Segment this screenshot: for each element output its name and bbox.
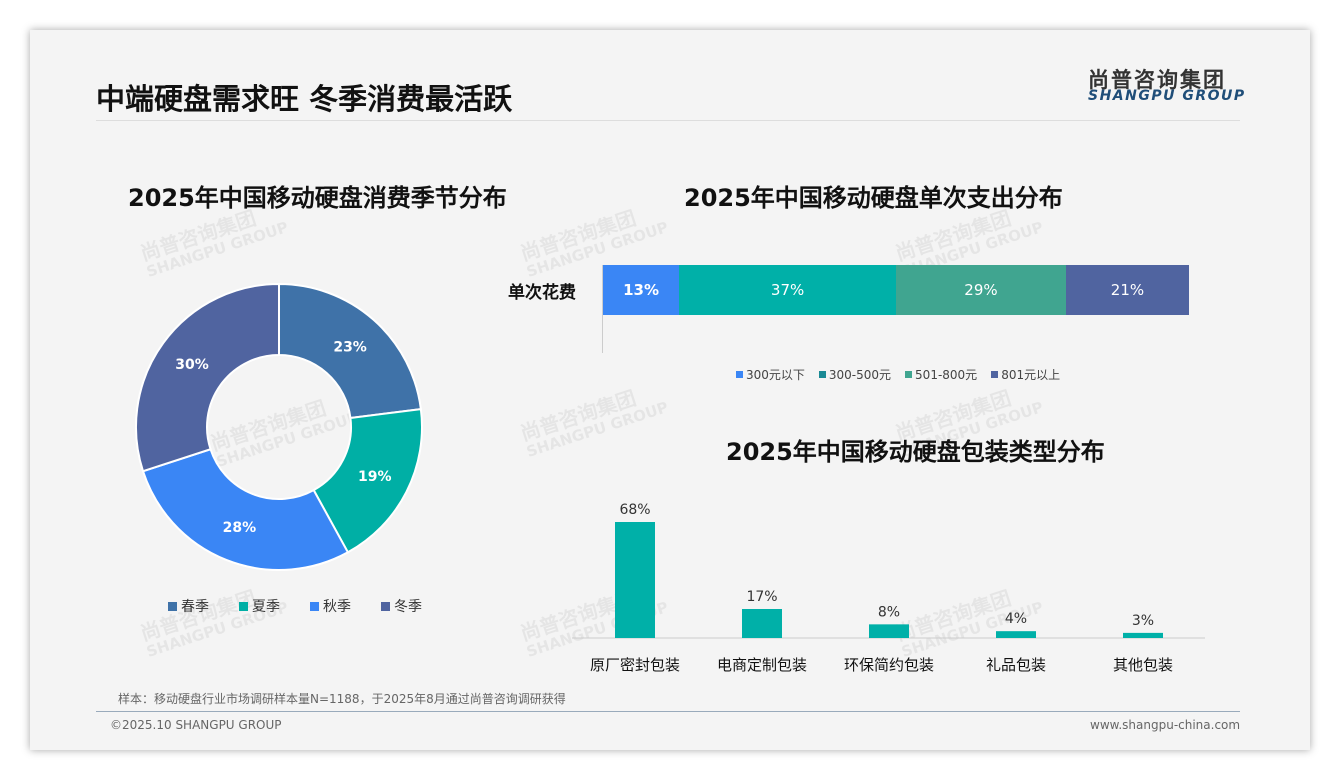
bar-value-label: 3% <box>1132 613 1154 629</box>
stacked-segment: 21% <box>1065 265 1189 315</box>
bar-category-label: 电商定制包装 <box>717 656 807 674</box>
bar-category-label: 其他包装 <box>1113 656 1173 674</box>
bar-value-label: 68% <box>619 502 650 518</box>
legend-item: 801元以上 <box>991 366 1060 383</box>
bar <box>996 631 1036 638</box>
copyright: ©2025.10 SHANGPU GROUP <box>110 718 282 732</box>
logo-en: SHANGPU GROUP <box>1088 88 1246 104</box>
donut-slice-2 <box>141 447 350 571</box>
bar-chart: 68% 原厂密封包装 17% 电商定制包装 8% 环保简约包装 4% 礼品包装 3% 其他包装 <box>572 502 1205 674</box>
bar-title: 2025年中国移动硬盘包装类型分布 <box>726 438 1105 466</box>
sample-note: 样本：移动硬盘行业市场调研样本量N=1188，于2025年8月通过尚普咨询调研获… <box>118 692 566 706</box>
legend-label: 300-500元 <box>828 368 892 382</box>
legend-label: 801元以上 <box>1001 368 1061 382</box>
donut-slice-1 <box>312 407 423 554</box>
legend-item: 501-800元 <box>905 366 977 383</box>
stacked-title: 2025年中国移动硬盘单次支出分布 <box>684 184 1063 212</box>
website: www.shangpu-china.com <box>1090 718 1241 732</box>
donut-title: 2025年中国移动硬盘消费季节分布 <box>128 184 507 212</box>
legend-item: 300元以下 <box>736 366 805 383</box>
slide: 中端硬盘需求旺 冬季消费最活跃 尚普咨询集团 SHANGPU GROUP 尚普咨… <box>30 30 1310 750</box>
donut-chart: 23% 19% 28% 30% <box>135 282 423 571</box>
footer-divider <box>96 711 1240 712</box>
bar-category-label: 环保简约包装 <box>844 656 934 674</box>
legend-item: 300-500元 <box>818 366 892 383</box>
legend-swatch <box>239 601 248 611</box>
legend-item: 秋季 <box>310 596 351 616</box>
legend-item: 春季 <box>168 596 209 616</box>
bar <box>1123 632 1163 638</box>
legend-swatch <box>381 601 390 611</box>
divider <box>96 120 1240 121</box>
legend-swatch <box>818 371 826 378</box>
legend-swatch <box>168 601 177 611</box>
stacked-segment: 13% <box>603 265 680 315</box>
legend-item: 冬季 <box>381 596 422 616</box>
donut-label: 28% <box>223 520 257 536</box>
donut-label: 19% <box>358 469 392 485</box>
logo-cn: 尚普咨询集团 <box>1088 68 1226 92</box>
legend-label: 300元以下 <box>746 368 805 382</box>
bar-category-label: 原厂密封包装 <box>590 656 680 674</box>
page-title: 中端硬盘需求旺 冬季消费最活跃 <box>96 82 513 116</box>
legend-label: 夏季 <box>252 599 280 615</box>
legend-swatch <box>310 601 319 611</box>
stacked-legend: 300元以下 300-500元 501-800元 801元以上 <box>736 366 1060 383</box>
stacked-segment: 37% <box>679 265 896 315</box>
watermark: 尚普咨询集团 SHANGPU GROUP <box>517 385 671 461</box>
stacked-category: 单次花费 <box>508 283 576 303</box>
bar-value-label: 17% <box>746 589 777 605</box>
bar-value-label: 4% <box>1005 611 1027 627</box>
bar <box>615 522 655 638</box>
legend-swatch <box>736 371 743 378</box>
donut-slice-0 <box>278 282 422 420</box>
stacked-bar: 13% 37% 29% 21% <box>603 265 1189 315</box>
donut-slice-3 <box>135 282 280 473</box>
legend-swatch <box>991 371 999 378</box>
stacked-segment: 29% <box>896 265 1066 315</box>
bar <box>869 624 909 638</box>
donut-legend: 春季 夏季 秋季 冬季 <box>168 596 422 616</box>
legend-item: 夏季 <box>239 596 280 616</box>
stacked-axis <box>602 265 603 353</box>
legend-label: 501-800元 <box>915 368 978 382</box>
legend-label: 春季 <box>181 599 209 615</box>
bar <box>742 609 782 638</box>
donut-label: 30% <box>175 357 209 373</box>
legend-label: 冬季 <box>394 599 422 615</box>
legend-label: 秋季 <box>323 599 351 615</box>
watermark: 尚普咨询集团 SHANGPU GROUP <box>137 585 291 661</box>
legend-swatch <box>905 371 913 378</box>
donut-label: 23% <box>333 339 367 355</box>
bar-category-label: 礼品包装 <box>986 656 1046 674</box>
bar-value-label: 8% <box>878 604 900 620</box>
